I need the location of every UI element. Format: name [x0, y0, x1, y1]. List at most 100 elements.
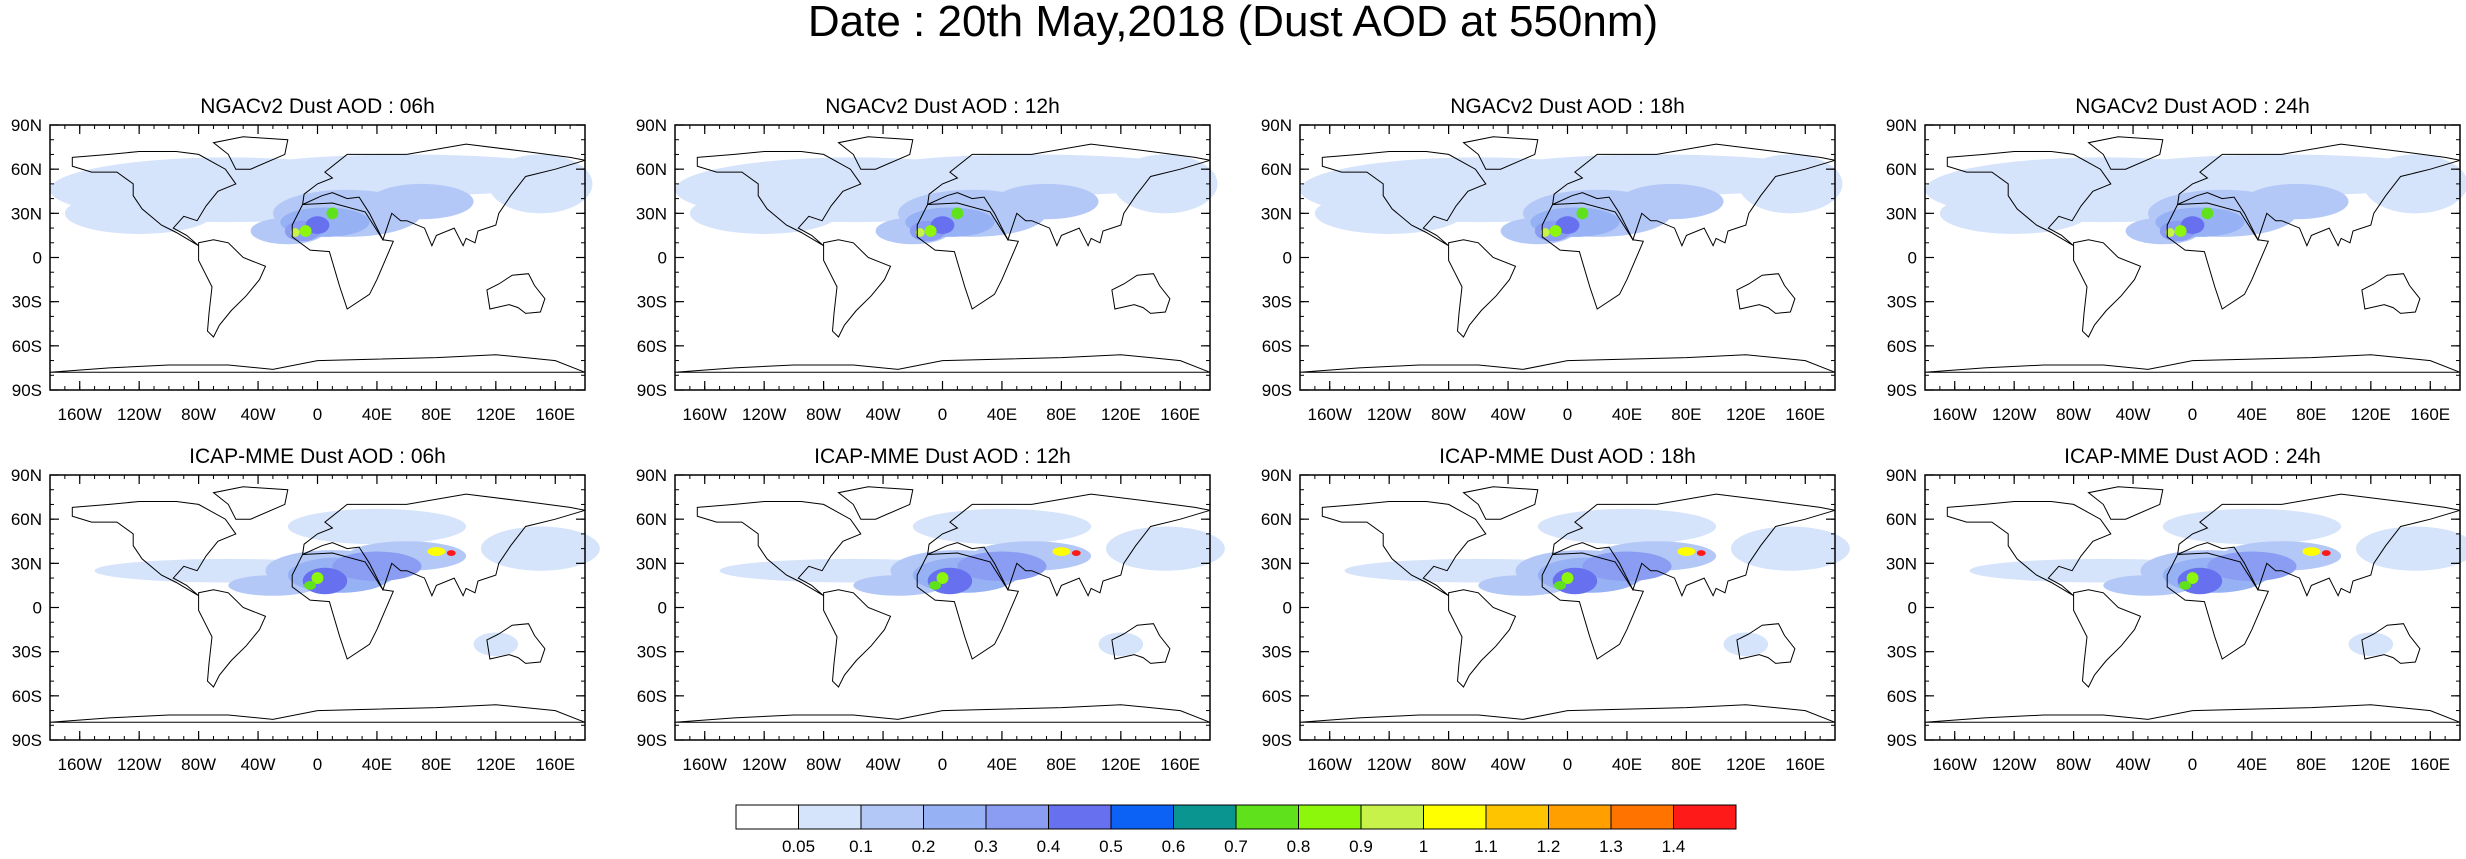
- map-panel: NGACv2 Dust AOD : 06h 160W 120W 80W 40W 0 40E 8…: [11, 95, 593, 424]
- lon-tick-label: 80E: [1671, 755, 1701, 774]
- lat-tick-label: 30S: [1262, 293, 1292, 312]
- dust-aod-shading: [311, 572, 324, 584]
- lat-tick-label: 0: [1908, 599, 1917, 618]
- dust-aod-shading: [1730, 526, 1850, 571]
- dust-aod-shading: [1314, 192, 1464, 234]
- coastline: [1111, 623, 1171, 664]
- dust-aod-shading: [2177, 567, 2223, 595]
- map-plot: 160W 120W 80W 40W 0 40E 80E 120E 160E 90N 60N 30N 0 3…: [636, 116, 1218, 424]
- dust-aod-shading: [1619, 183, 1724, 220]
- map-panel: ICAP-MME Dust AOD : 24h 160W 120W 80W 40W 0 40…: [1886, 445, 2466, 774]
- lon-tick-label: 160E: [2410, 755, 2450, 774]
- lon-tick-label: 0: [938, 405, 947, 424]
- dust-aod-shading: [2302, 547, 2321, 556]
- panel-title: NGACv2 Dust AOD : 06h: [200, 95, 435, 118]
- coastline: [49, 704, 586, 723]
- lon-tick-label: 160E: [535, 755, 575, 774]
- lat-tick-label: 90N: [1886, 116, 1917, 135]
- dust-aod-shading: [2174, 225, 2187, 237]
- coastline: [696, 151, 862, 247]
- lat-tick-label: 0: [1283, 599, 1292, 618]
- lon-tick-label: 120W: [1992, 405, 2036, 424]
- dust-aod-shading: [929, 581, 942, 590]
- lon-tick-label: 80E: [421, 405, 451, 424]
- lon-tick-label: 40W: [866, 405, 901, 424]
- map-panel: ICAP-MME Dust AOD : 06h 160W 120W 80W 40W 0 40…: [11, 445, 600, 774]
- coastline: [916, 202, 1020, 310]
- dust-aod-shading: [994, 183, 1099, 220]
- colorbar-swatch: [1423, 804, 1487, 830]
- coastline: [198, 239, 267, 338]
- coastline: [1299, 354, 1836, 373]
- lat-tick-label: 90N: [11, 466, 42, 485]
- lat-tick-label: 60N: [1261, 160, 1292, 179]
- dust-aod-shading: [2165, 228, 2175, 237]
- lat-tick-label: 30S: [1887, 293, 1917, 312]
- lon-tick-label: 160E: [1785, 405, 1825, 424]
- lon-tick-label: 40E: [362, 405, 392, 424]
- lon-tick-label: 160W: [58, 755, 102, 774]
- dust-aod-shading: [488, 154, 593, 214]
- dust-aod-shading: [369, 183, 474, 220]
- colorbar-swatch: [1298, 804, 1362, 830]
- lon-tick-label: 40E: [2237, 405, 2267, 424]
- lon-tick-label: 160W: [683, 405, 727, 424]
- lat-tick-label: 90S: [637, 731, 667, 750]
- colorbar-label: 1.3: [1599, 837, 1623, 856]
- coastline: [2176, 493, 2461, 597]
- lat-tick-label: 0: [658, 249, 667, 268]
- colorbar-swatch: [1485, 804, 1549, 830]
- coastline: [696, 501, 862, 597]
- lon-tick-label: 120W: [117, 755, 161, 774]
- map-plot: 160W 120W 80W 40W 0 40E 80E 120E 160E 90N 60N 30N 0 3…: [636, 466, 1225, 774]
- coastline: [291, 202, 395, 310]
- colorbar-label: 1: [1419, 837, 1428, 856]
- colorbar-svg: 0.05 0.1 0.2 0.3 0.4 0.5 0.6 0.7 0.8 0.9 1 1.1 1.2 1.…: [735, 804, 1737, 856]
- colorbar-label: 0.5: [1099, 837, 1123, 856]
- map-panel: NGACv2 Dust AOD : 18h 160W 120W 80W 40W 0 40E 8…: [1261, 95, 1843, 424]
- coastline: [2361, 273, 2421, 314]
- lon-tick-label: 120E: [1101, 755, 1141, 774]
- coastline: [674, 704, 1211, 723]
- coastline: [486, 273, 546, 314]
- coastline: [1736, 273, 1796, 314]
- lat-tick-label: 60N: [1886, 160, 1917, 179]
- colorbar-label: 0.8: [1287, 837, 1311, 856]
- dust-aod-shading: [446, 550, 456, 556]
- coastline: [2087, 486, 2164, 520]
- lat-tick-label: 90S: [1262, 731, 1292, 750]
- dust-aod-shading: [930, 216, 955, 234]
- lat-tick-label: 60S: [1262, 687, 1292, 706]
- lat-tick-label: 30N: [636, 554, 667, 573]
- lat-tick-label: 30S: [1887, 643, 1917, 662]
- coastline: [2073, 589, 2142, 688]
- coastline: [49, 354, 586, 373]
- lon-tick-label: 80E: [2296, 405, 2326, 424]
- coastline: [71, 151, 237, 247]
- dust-aod-shading: [64, 192, 214, 234]
- map-panel: NGACv2 Dust AOD : 24h 160W 120W 80W 40W 0 40E 8…: [1886, 95, 2466, 424]
- lon-tick-label: 80W: [181, 405, 216, 424]
- dust-aod-shading: [1561, 572, 1574, 584]
- coastline: [291, 552, 395, 660]
- coastline: [1924, 354, 2461, 373]
- lon-tick-label: 160E: [535, 405, 575, 424]
- colorbar-label: 1.1: [1474, 837, 1498, 856]
- lat-tick-label: 90N: [1261, 116, 1292, 135]
- colorbar-swatch: [1610, 804, 1674, 830]
- dust-aod-shading: [2201, 207, 2214, 220]
- map-panel: ICAP-MME Dust AOD : 18h 160W 120W 80W 40W 0 40…: [1261, 445, 1850, 774]
- coastline: [212, 136, 289, 170]
- lat-tick-label: 30N: [1886, 554, 1917, 573]
- lon-tick-label: 0: [1563, 405, 1572, 424]
- coastline: [2176, 143, 2461, 247]
- lat-tick-label: 60S: [12, 337, 42, 356]
- lon-tick-label: 120E: [2351, 755, 2391, 774]
- coastline: [1541, 202, 1645, 310]
- dust-aod-shading: [915, 228, 925, 237]
- colorbar-label: 0.1: [849, 837, 873, 856]
- lon-tick-label: 120W: [117, 405, 161, 424]
- lon-tick-label: 160W: [683, 755, 727, 774]
- lat-tick-label: 90S: [12, 381, 42, 400]
- lat-tick-label: 30S: [637, 293, 667, 312]
